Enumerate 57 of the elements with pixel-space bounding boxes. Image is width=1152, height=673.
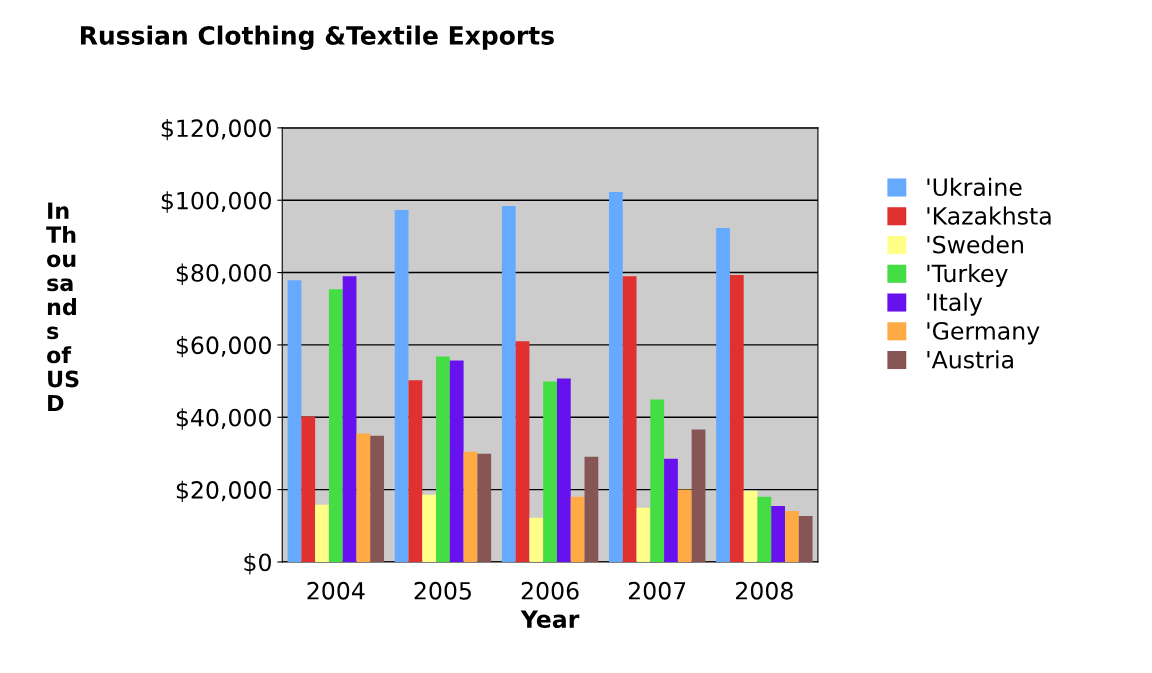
bar	[584, 456, 599, 562]
text: In Thousands of USD	[46, 202, 79, 412]
y-tick-label: $40,000	[176, 408, 271, 430]
bar	[636, 507, 651, 562]
chart-title: Russian Clothing &Textile Exports	[80, 25, 554, 50]
bar	[287, 280, 302, 562]
bar	[394, 209, 409, 562]
bar	[609, 191, 623, 562]
bar	[436, 356, 450, 562]
bar	[757, 496, 772, 562]
bar	[370, 435, 385, 562]
bar	[408, 380, 423, 562]
bar	[477, 453, 492, 562]
bar	[650, 399, 665, 562]
y-tick-label: $0	[244, 552, 271, 575]
bar	[785, 510, 799, 562]
bar	[463, 451, 478, 562]
x-tick-label: 2008	[736, 581, 793, 600]
x-axis-title: Year	[520, 610, 580, 629]
legend-label: 'Ukraine	[927, 177, 1022, 197]
bar	[529, 517, 544, 562]
x-tick-label: 2005	[414, 581, 471, 600]
x-tick-label: 2004	[307, 581, 365, 600]
bar	[729, 275, 744, 562]
bar	[501, 206, 516, 562]
legend-label: 'Italy	[927, 292, 983, 316]
bar	[515, 341, 530, 562]
bar	[422, 494, 437, 562]
bar	[677, 489, 692, 562]
y-tick-label: $100,000	[161, 191, 271, 213]
bar	[556, 378, 571, 562]
y-tick-label: $60,000	[176, 335, 271, 358]
bar	[798, 516, 813, 562]
bar	[570, 496, 585, 562]
legend-label: 'Turkey	[927, 264, 1008, 287]
bar	[301, 416, 316, 562]
y-tick-label: $120,000	[161, 118, 271, 141]
y-tick-label: $80,000	[176, 263, 271, 286]
legend-label: 'Germany	[927, 321, 1040, 345]
y-tick-label: $20,000	[176, 480, 271, 503]
x-tick-label: 2007	[628, 581, 686, 600]
legend-label: 'Sweden	[927, 235, 1023, 254]
bar	[743, 490, 758, 562]
x-tick-label: 2006	[521, 581, 579, 600]
legend-label: 'Austria	[927, 350, 1013, 369]
legend-label: 'Kazakhsta	[927, 206, 1051, 225]
bar	[315, 504, 329, 562]
bar	[664, 458, 678, 562]
bar	[342, 276, 357, 562]
bar	[356, 433, 371, 562]
bar	[691, 429, 706, 562]
bar	[328, 289, 343, 562]
bar	[449, 360, 464, 562]
bar	[543, 381, 557, 562]
bar	[771, 505, 786, 562]
bar	[716, 228, 730, 562]
bar	[622, 276, 637, 562]
